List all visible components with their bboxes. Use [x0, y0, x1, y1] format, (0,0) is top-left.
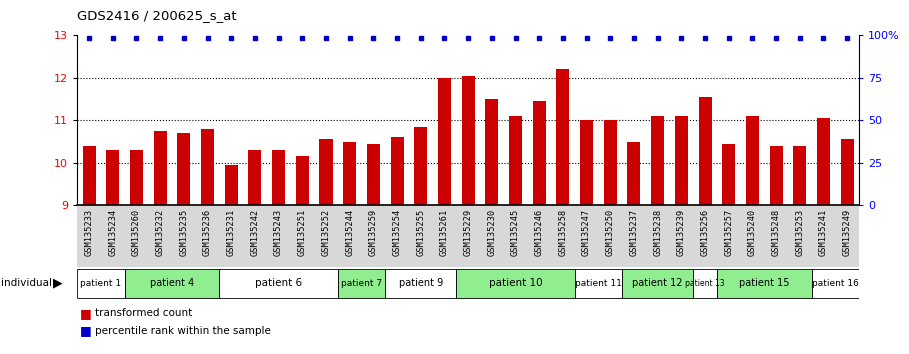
Text: GSM135254: GSM135254: [393, 209, 402, 256]
FancyBboxPatch shape: [622, 269, 694, 297]
Bar: [367, 144, 380, 205]
Bar: [248, 150, 262, 205]
Bar: [556, 69, 569, 205]
Text: GSM135236: GSM135236: [203, 209, 212, 256]
Text: individual: individual: [1, 278, 52, 288]
Bar: [177, 133, 190, 205]
Text: GSM135244: GSM135244: [345, 209, 355, 256]
Bar: [415, 127, 427, 205]
Text: GSM135248: GSM135248: [772, 209, 781, 256]
Text: GSM135252: GSM135252: [322, 209, 331, 256]
Bar: [698, 97, 712, 205]
Bar: [344, 142, 356, 205]
Bar: [604, 120, 617, 205]
Bar: [83, 146, 95, 205]
Text: ■: ■: [80, 307, 92, 320]
Text: GSM135239: GSM135239: [677, 209, 685, 256]
Text: percentile rank within the sample: percentile rank within the sample: [95, 326, 270, 336]
Text: patient 10: patient 10: [489, 278, 543, 288]
Text: patient 4: patient 4: [150, 278, 195, 288]
Text: ■: ■: [80, 325, 92, 337]
Text: GSM135242: GSM135242: [251, 209, 259, 256]
Text: GSM135229: GSM135229: [464, 209, 473, 256]
Bar: [319, 139, 333, 205]
FancyBboxPatch shape: [338, 269, 385, 297]
Text: GSM135250: GSM135250: [605, 209, 614, 256]
Bar: [485, 99, 498, 205]
Bar: [651, 116, 664, 205]
Bar: [770, 146, 783, 205]
FancyBboxPatch shape: [385, 269, 456, 297]
Text: GSM135255: GSM135255: [416, 209, 425, 256]
Text: GSM135246: GSM135246: [534, 209, 544, 256]
Bar: [580, 120, 593, 205]
Bar: [674, 116, 688, 205]
Bar: [627, 142, 641, 205]
Text: GSM135256: GSM135256: [701, 209, 710, 256]
FancyBboxPatch shape: [456, 269, 574, 297]
Text: patient 13: patient 13: [685, 279, 724, 288]
Text: ▶: ▶: [53, 277, 63, 290]
Text: GSM135251: GSM135251: [298, 209, 307, 256]
Bar: [272, 150, 285, 205]
Text: GSM135259: GSM135259: [369, 209, 378, 256]
Text: GSM135247: GSM135247: [582, 209, 591, 256]
Text: GSM135241: GSM135241: [819, 209, 828, 256]
Text: patient 15: patient 15: [739, 278, 790, 288]
FancyBboxPatch shape: [219, 269, 338, 297]
Bar: [154, 131, 166, 205]
Bar: [130, 150, 143, 205]
Text: GSM135245: GSM135245: [511, 209, 520, 256]
Text: patient 9: patient 9: [399, 278, 443, 288]
Text: GSM135253: GSM135253: [795, 209, 804, 256]
Bar: [723, 144, 735, 205]
Text: GSM135257: GSM135257: [724, 209, 734, 256]
Text: patient 16: patient 16: [812, 279, 859, 288]
Text: GSM135232: GSM135232: [155, 209, 165, 256]
Bar: [841, 139, 854, 205]
Bar: [391, 137, 404, 205]
Text: GDS2416 / 200625_s_at: GDS2416 / 200625_s_at: [77, 9, 237, 22]
Text: GSM135240: GSM135240: [748, 209, 757, 256]
Text: GSM135249: GSM135249: [843, 209, 852, 256]
Text: GSM135230: GSM135230: [487, 209, 496, 256]
Text: GSM135258: GSM135258: [558, 209, 567, 256]
Text: patient 12: patient 12: [633, 278, 683, 288]
Bar: [106, 150, 119, 205]
Text: patient 1: patient 1: [80, 279, 122, 288]
Text: GSM135234: GSM135234: [108, 209, 117, 256]
Text: GSM135260: GSM135260: [132, 209, 141, 256]
Bar: [746, 116, 759, 205]
Text: GSM135235: GSM135235: [179, 209, 188, 256]
FancyBboxPatch shape: [125, 269, 219, 297]
Text: GSM135237: GSM135237: [629, 209, 638, 256]
FancyBboxPatch shape: [77, 269, 125, 297]
Bar: [509, 116, 522, 205]
Text: patient 7: patient 7: [341, 279, 382, 288]
Bar: [295, 156, 309, 205]
Text: GSM135238: GSM135238: [654, 209, 662, 256]
Text: GSM135233: GSM135233: [85, 209, 94, 256]
FancyBboxPatch shape: [812, 269, 859, 297]
Text: GSM135243: GSM135243: [275, 209, 283, 256]
Text: GSM135261: GSM135261: [440, 209, 449, 256]
FancyBboxPatch shape: [717, 269, 812, 297]
Text: GSM135231: GSM135231: [226, 209, 235, 256]
Bar: [225, 165, 238, 205]
Bar: [817, 118, 830, 205]
Text: patient 6: patient 6: [255, 278, 302, 288]
FancyBboxPatch shape: [574, 269, 622, 297]
Text: patient 11: patient 11: [575, 279, 622, 288]
Bar: [438, 78, 451, 205]
Bar: [462, 76, 474, 205]
Bar: [201, 129, 214, 205]
Bar: [794, 146, 806, 205]
FancyBboxPatch shape: [694, 269, 717, 297]
Bar: [533, 101, 545, 205]
Text: transformed count: transformed count: [95, 308, 192, 318]
